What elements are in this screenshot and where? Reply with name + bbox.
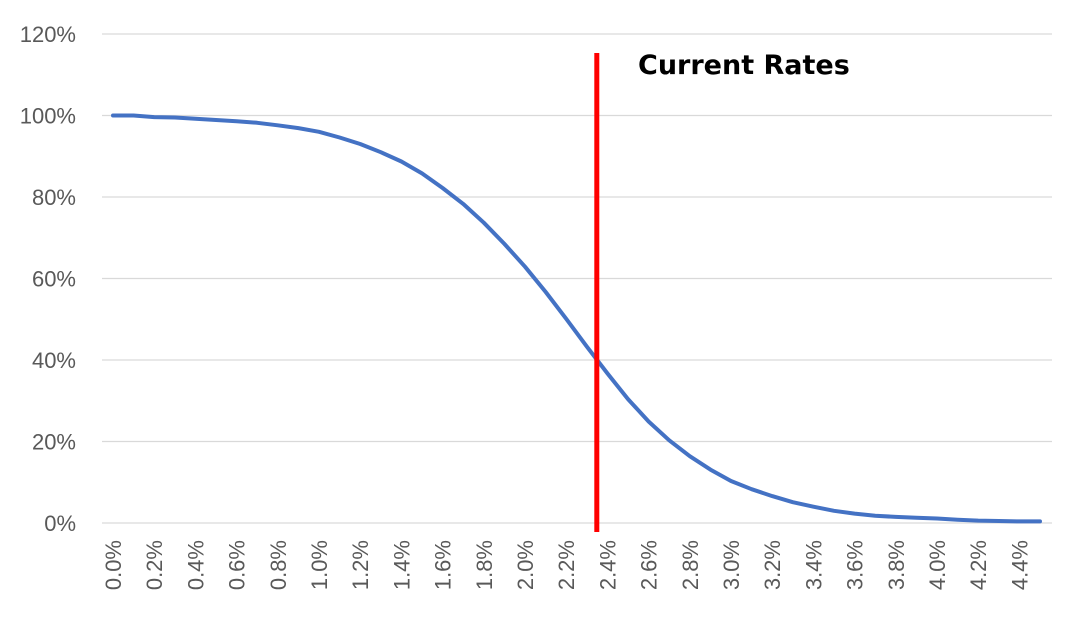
x-tick-label: 1.6% — [431, 540, 456, 590]
x-tick-label: 2.0% — [513, 540, 538, 590]
x-tick-label: 0.0% — [101, 540, 126, 590]
x-tick-label: 1.0% — [307, 540, 332, 590]
annotation-current-rates: Current Rates — [638, 50, 850, 81]
y-tick-label: 0% — [44, 511, 76, 536]
x-tick-label: 3.6% — [843, 540, 868, 590]
x-tick-label: 3.8% — [884, 540, 909, 590]
y-tick-label: 80% — [32, 185, 76, 210]
x-tick-label: 0.2% — [142, 540, 167, 590]
x-tick-label: 4.4% — [1007, 540, 1032, 590]
x-tick-label: 0.6% — [225, 540, 250, 590]
y-axis-ticks: 0% 20% 40% 60% 80% 100% 120% — [20, 22, 76, 536]
x-tick-label: 2.4% — [595, 540, 620, 590]
x-axis-ticks: 0.0% 0.2% 0.4% 0.6% 0.8% 1.0% 1.2% 1.4% 1.6% 1.8%… — [101, 540, 1032, 590]
x-tick-label: 0.8% — [266, 540, 291, 590]
x-tick-label: 2.6% — [637, 540, 662, 590]
y-tick-label: 40% — [32, 348, 76, 373]
x-tick-label: 1.8% — [472, 540, 497, 590]
y-tick-label: 60% — [32, 267, 76, 292]
x-tick-label: 4.0% — [925, 540, 950, 590]
x-tick-label: 1.4% — [389, 540, 414, 590]
x-tick-label: 3.0% — [719, 540, 744, 590]
x-tick-label: 2.8% — [678, 540, 703, 590]
series-line — [111, 113, 1042, 524]
x-tick-label: 0.4% — [183, 540, 208, 590]
series-layer — [111, 113, 1042, 524]
x-tick-label: 3.4% — [801, 540, 826, 590]
y-tick-label: 120% — [20, 22, 76, 47]
x-tick-label: 3.2% — [760, 540, 785, 590]
x-tick-label: 1.2% — [348, 540, 373, 590]
x-tick-label: 2.2% — [554, 540, 579, 590]
x-tick-label: 4.2% — [966, 540, 991, 590]
y-tick-label: 100% — [20, 104, 76, 129]
gridlines — [102, 33, 1052, 524]
y-tick-label: 20% — [32, 430, 76, 455]
